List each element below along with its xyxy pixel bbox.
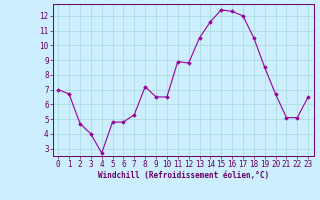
X-axis label: Windchill (Refroidissement éolien,°C): Windchill (Refroidissement éolien,°C) <box>98 171 269 180</box>
